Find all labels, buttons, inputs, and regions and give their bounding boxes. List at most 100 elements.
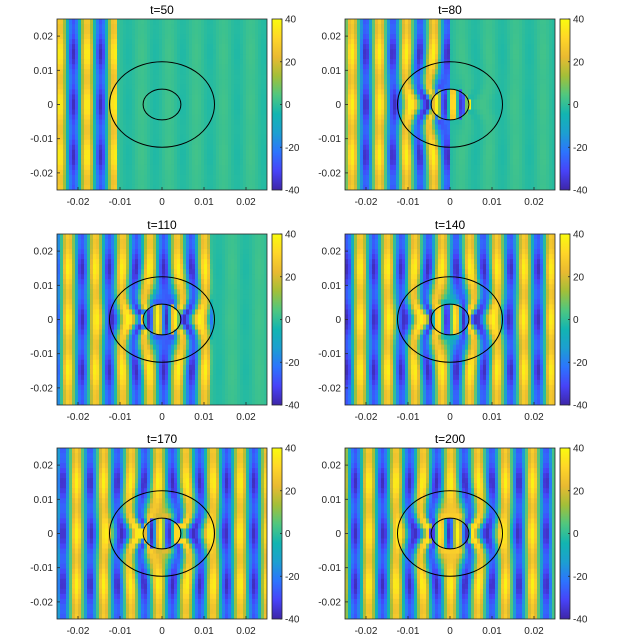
heatmap-cell (384, 164, 388, 171)
heatmap-cell (153, 129, 157, 136)
heatmap-cell (117, 109, 121, 116)
heatmap-cell (366, 99, 370, 105)
heatmap-cell (351, 54, 355, 60)
heatmap-cell (471, 89, 475, 95)
heatmap-cell (387, 64, 391, 70)
heatmap-cell (399, 154, 403, 161)
heatmap-cell (471, 179, 475, 186)
heatmap-cell (222, 104, 226, 111)
heatmap-cell (156, 34, 160, 40)
heatmap-cell (429, 94, 433, 100)
heatmap-cell (465, 49, 469, 55)
heatmap-cell (156, 159, 160, 166)
heatmap-cell (117, 184, 121, 190)
heatmap-cell (78, 109, 82, 116)
heatmap-cell (426, 24, 430, 30)
heatmap-cell (108, 234, 112, 240)
heatmap-cell (177, 84, 181, 90)
heatmap-cell (450, 24, 454, 30)
heatmap-cell (387, 34, 391, 40)
heatmap-cell (228, 79, 232, 85)
heatmap-cell (189, 49, 193, 55)
heatmap-cell (528, 19, 532, 25)
heatmap-cell (159, 69, 163, 75)
heatmap-cell (525, 164, 529, 171)
heatmap-cell (519, 74, 523, 80)
heatmap-cell (345, 174, 349, 181)
heatmap-cell (99, 79, 103, 85)
heatmap-cell (192, 39, 196, 45)
heatmap-cell (210, 34, 214, 40)
heatmap-cell (165, 39, 169, 45)
heatmap-cell (213, 54, 217, 60)
heatmap-cell (411, 134, 415, 141)
heatmap-cell (234, 239, 238, 245)
heatmap-cell (351, 154, 355, 161)
heatmap-cell (513, 84, 517, 90)
heatmap-cell (246, 64, 250, 70)
heatmap-cell (123, 124, 127, 131)
heatmap-cell (171, 144, 175, 151)
heatmap-cell (204, 99, 208, 105)
heatmap-cell (135, 99, 139, 105)
heatmap-cell (450, 29, 454, 35)
heatmap-cell (252, 59, 256, 65)
heatmap-cell (189, 54, 193, 60)
heatmap-cell (501, 174, 505, 181)
heatmap-cell (171, 24, 175, 30)
heatmap-cell (78, 89, 82, 95)
heatmap-cell (477, 134, 481, 141)
heatmap-cell (129, 34, 133, 40)
heatmap-cell (429, 89, 433, 95)
heatmap-cell (105, 174, 109, 181)
heatmap-cell (90, 169, 94, 176)
heatmap-cell (525, 24, 529, 30)
heatmap-cell (219, 49, 223, 55)
heatmap-cell (99, 54, 103, 60)
heatmap-cell (417, 44, 421, 50)
heatmap-cell (132, 74, 136, 80)
heatmap-cell (513, 129, 517, 136)
heatmap-cell (96, 59, 100, 65)
heatmap-cell (243, 139, 247, 146)
heatmap-cell (498, 149, 502, 156)
heatmap-cell (117, 114, 121, 121)
heatmap-cell (81, 114, 85, 121)
heatmap-cell (192, 94, 196, 100)
heatmap-cell (501, 74, 505, 80)
heatmap-cell (357, 49, 361, 55)
heatmap-cell (243, 154, 247, 161)
heatmap-cell (150, 109, 154, 116)
heatmap-cell (135, 164, 139, 171)
heatmap-cell (474, 109, 478, 116)
heatmap-cell (483, 84, 487, 90)
heatmap-cell (396, 119, 400, 126)
heatmap-cell (189, 179, 193, 186)
heatmap-cell (444, 134, 448, 141)
heatmap-cell (69, 84, 73, 90)
heatmap-cell (147, 89, 151, 95)
heatmap-cell (507, 169, 511, 176)
heatmap-cell (516, 99, 520, 105)
heatmap-cell (201, 114, 205, 121)
heatmap-cell (462, 84, 466, 90)
heatmap-cell (489, 184, 493, 190)
heatmap-cell (192, 104, 196, 111)
heatmap-cell (195, 234, 199, 240)
heatmap-cell (477, 119, 481, 126)
heatmap-cell (66, 129, 70, 136)
heatmap-cell (528, 154, 532, 161)
heatmap-cell (264, 69, 267, 75)
heatmap-cell (75, 129, 79, 136)
heatmap-cell (153, 119, 157, 126)
heatmap-cell (126, 144, 130, 151)
heatmap-cell (369, 74, 373, 80)
heatmap-cell (210, 104, 214, 111)
heatmap-cell (243, 39, 247, 45)
heatmap-cell (486, 149, 490, 156)
heatmap-cell (228, 59, 232, 65)
heatmap-cell (459, 179, 463, 186)
heatmap-cell (348, 119, 352, 126)
heatmap-cell (183, 179, 187, 186)
heatmap-cell (450, 64, 454, 70)
